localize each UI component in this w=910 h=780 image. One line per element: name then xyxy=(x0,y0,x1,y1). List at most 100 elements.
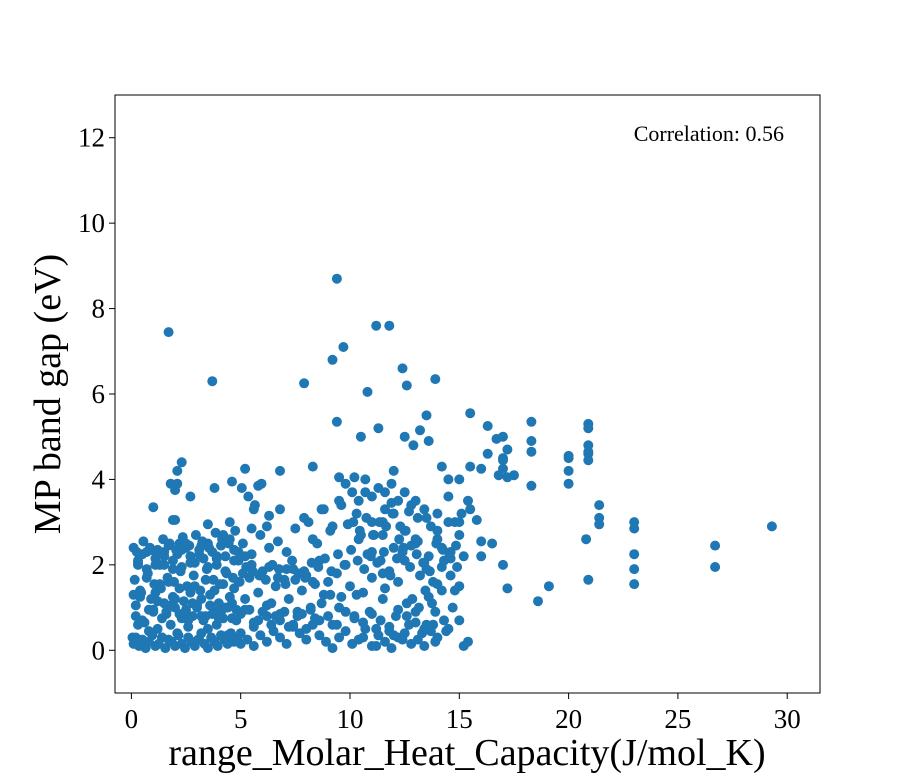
data-point xyxy=(135,591,146,602)
data-point xyxy=(423,436,434,446)
data-point xyxy=(266,619,277,630)
data-point xyxy=(178,596,189,607)
data-point xyxy=(148,502,159,513)
data-point xyxy=(349,472,360,483)
data-point xyxy=(214,579,225,590)
x-axis-label: range_Molar_Heat_Capacity(J/mol_K) xyxy=(168,732,765,774)
x-tick-label: 0 xyxy=(125,704,139,734)
data-point xyxy=(710,562,721,572)
data-point xyxy=(275,609,285,619)
data-point xyxy=(155,583,166,594)
data-point xyxy=(310,613,320,624)
data-point xyxy=(334,472,345,483)
data-point xyxy=(432,534,443,545)
data-point xyxy=(264,510,275,521)
data-point xyxy=(339,559,350,570)
data-point xyxy=(220,566,231,577)
data-point xyxy=(471,515,482,525)
data-point xyxy=(436,542,447,553)
data-point xyxy=(281,564,292,575)
data-point xyxy=(240,604,251,615)
data-point xyxy=(209,483,220,493)
data-point xyxy=(130,611,141,622)
data-point xyxy=(169,576,179,587)
data-point xyxy=(274,564,284,575)
data-point xyxy=(398,542,409,553)
data-point xyxy=(388,508,399,519)
data-point xyxy=(175,566,186,577)
data-point xyxy=(147,630,158,641)
data-point xyxy=(526,446,537,457)
data-point xyxy=(167,564,178,575)
data-point xyxy=(257,606,268,617)
data-point xyxy=(373,630,384,641)
data-point xyxy=(160,643,171,654)
data-point xyxy=(355,530,366,540)
data-point xyxy=(393,495,404,506)
data-point xyxy=(432,508,443,519)
data-point xyxy=(375,615,386,626)
data-point xyxy=(212,641,223,651)
data-point xyxy=(491,433,502,444)
data-point xyxy=(378,547,389,557)
data-point xyxy=(351,589,362,600)
data-point xyxy=(401,380,412,391)
data-point xyxy=(377,568,388,579)
y-tick-label: 4 xyxy=(92,464,106,494)
y-tick-label: 8 xyxy=(92,294,106,324)
data-point xyxy=(377,594,388,604)
data-point xyxy=(353,495,364,506)
data-point xyxy=(141,547,152,557)
data-point xyxy=(364,606,375,617)
data-point xyxy=(210,527,221,538)
data-point xyxy=(411,549,422,560)
data-point xyxy=(129,574,140,585)
data-point xyxy=(275,465,285,476)
y-tick-label: 2 xyxy=(92,550,106,580)
data-point xyxy=(296,585,307,596)
data-point xyxy=(301,623,312,634)
data-point xyxy=(139,617,150,628)
data-point xyxy=(543,581,554,592)
data-point xyxy=(388,465,399,476)
data-point xyxy=(170,485,181,496)
data-point xyxy=(194,549,205,560)
data-point xyxy=(316,598,327,609)
data-point xyxy=(326,566,337,577)
data-point xyxy=(498,463,508,474)
data-point xyxy=(272,572,283,583)
data-point xyxy=(526,436,537,446)
data-point xyxy=(331,416,342,427)
data-point xyxy=(275,632,285,643)
data-point xyxy=(766,521,777,532)
data-point xyxy=(410,495,421,506)
data-point xyxy=(133,555,143,566)
data-point xyxy=(327,521,338,532)
data-point xyxy=(427,598,437,609)
data-point xyxy=(172,465,183,476)
data-point xyxy=(305,604,316,615)
data-point xyxy=(178,609,189,619)
data-point xyxy=(236,483,247,493)
data-point xyxy=(242,634,253,645)
data-point xyxy=(417,628,428,639)
x-tick-label: 20 xyxy=(555,704,582,734)
data-point xyxy=(351,508,362,519)
data-point xyxy=(366,547,377,557)
data-point xyxy=(454,581,465,592)
data-point xyxy=(454,615,465,626)
data-point xyxy=(234,576,245,587)
data-point xyxy=(231,615,242,626)
data-point xyxy=(150,559,161,570)
data-point xyxy=(415,425,425,436)
data-point xyxy=(476,551,487,562)
data-point xyxy=(432,525,443,536)
data-point xyxy=(463,495,473,506)
data-point xyxy=(583,455,594,466)
y-axis-label: MP band gap (eV) xyxy=(27,254,69,534)
data-point xyxy=(270,581,281,592)
data-point xyxy=(207,376,218,387)
data-point xyxy=(629,564,640,575)
data-point xyxy=(248,504,259,515)
data-point xyxy=(299,378,310,389)
